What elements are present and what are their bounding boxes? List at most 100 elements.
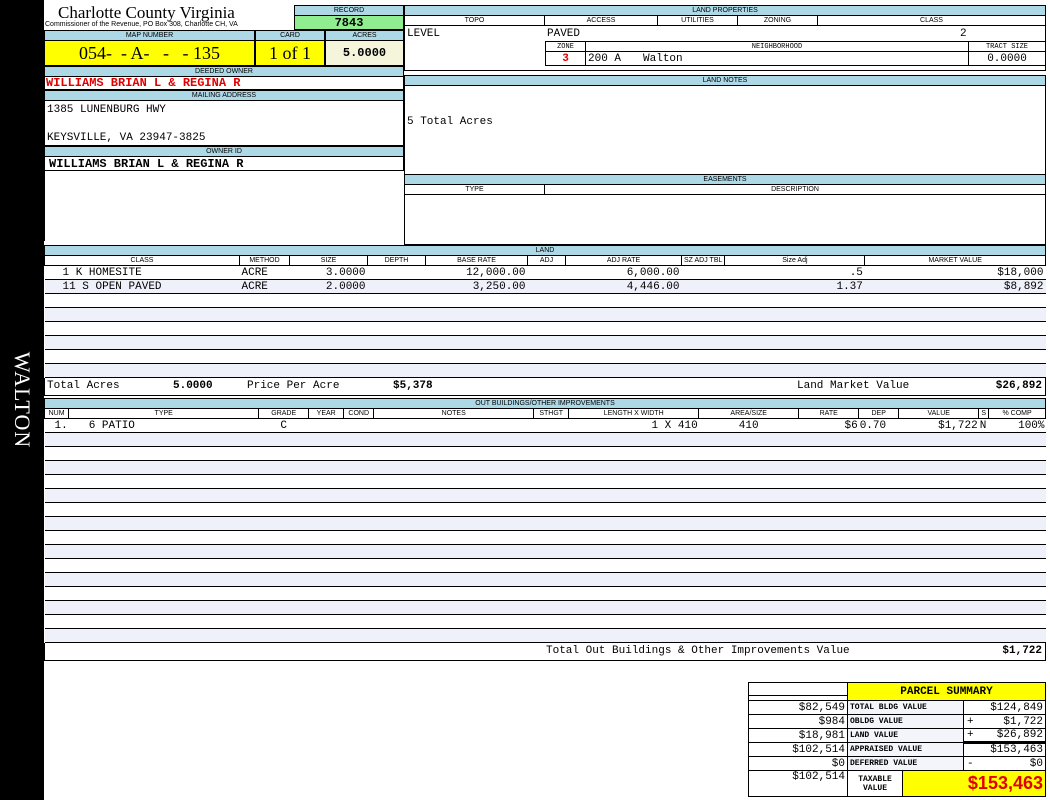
outbuilding-cell (988, 558, 1046, 573)
zone-value: 3 (545, 51, 586, 66)
land-cell (425, 335, 528, 350)
outbuilding-cell (798, 572, 859, 587)
outbuilding-cell (698, 586, 799, 601)
outbuilding-cell (988, 516, 1046, 531)
outbuilding-cell (858, 544, 899, 559)
land-label: LAND (44, 245, 1046, 255)
record-label: RECORD (294, 5, 404, 15)
easements-area (404, 195, 1046, 245)
land-cell (864, 349, 1046, 364)
outbuilding-cell (798, 460, 859, 475)
land-cell (44, 293, 240, 308)
total-acres-label: Total Acres (47, 380, 120, 392)
land-cell (44, 363, 240, 378)
land-cell (44, 349, 240, 364)
outbuilding-cell (68, 614, 259, 629)
outbuilding-cell: 6 PATIO (68, 418, 259, 433)
outbuilding-cell (343, 474, 374, 489)
summary-value: $26,892 (996, 729, 1043, 741)
mailing-address-label: MAILING ADDRESS (44, 90, 404, 100)
outbuilding-cell (343, 586, 374, 601)
land-cell (681, 307, 725, 322)
summary-label: TOTAL BLDG VALUE (847, 700, 964, 715)
outbuilding-cell (308, 586, 344, 601)
outbuilding-cell (858, 446, 899, 461)
outbuilding-row (44, 600, 1046, 615)
outbuilding-cell (308, 432, 344, 447)
outbuilding-cell (373, 474, 534, 489)
land-cell: ACRE (239, 279, 290, 294)
access-header: ACCESS (544, 15, 658, 26)
outbuilding-cell (373, 600, 534, 615)
land-cell (724, 321, 865, 336)
outbuilding-cell (343, 418, 374, 433)
summary-label: LAND VALUE (847, 728, 964, 743)
land-cell (565, 363, 682, 378)
land-cell (239, 307, 290, 322)
land-header-8: Size Adj (724, 255, 866, 266)
summary-label: OBLDG VALUE (847, 714, 964, 729)
outbuilding-cell (978, 614, 989, 629)
outbuilding-row (44, 530, 1046, 545)
summary-row: $102,514 APPRAISED VALUE $153,463 (748, 741, 1047, 757)
outbuilding-header-1: TYPE (68, 408, 260, 419)
outbuilding-cell (698, 628, 799, 643)
land-header-9: MARKET VALUE (864, 255, 1046, 266)
outbuilding-cell (898, 558, 979, 573)
summary-operator: + (966, 729, 974, 741)
land-cell (864, 321, 1046, 336)
land-cell (724, 307, 865, 322)
card-value: 1 of 1 (255, 40, 325, 66)
outbuilding-cell (258, 572, 309, 587)
summary-prior-value: $82,549 (748, 700, 848, 715)
land-cell (425, 293, 528, 308)
outbuilding-cell (343, 502, 374, 517)
outbuilding-cell (533, 488, 569, 503)
outbuilding-cell (898, 502, 979, 517)
land-cell (367, 321, 426, 336)
land-cell (681, 349, 725, 364)
outbuilding-header-4: COND (343, 408, 375, 419)
outbuilding-cell (533, 474, 569, 489)
land-cell (367, 349, 426, 364)
outbuilding-cell (568, 460, 699, 475)
land-header-7: SZ ADJ TBL (680, 255, 726, 266)
taxable-prior-value: $102,514 (748, 770, 848, 797)
tract-size-header: TRACT SIZE (968, 41, 1046, 52)
land-cell (239, 321, 290, 336)
land-header-6: ADJ RATE (565, 255, 682, 266)
outbuilding-cell (308, 614, 344, 629)
outbuilding-cell (533, 530, 569, 545)
outbuilding-cell (533, 572, 569, 587)
land-notes-label: LAND NOTES (404, 75, 1046, 85)
outbuilding-cell (698, 446, 799, 461)
outbuilding-cell: N (978, 418, 989, 433)
outbuilding-cell (533, 460, 569, 475)
land-cell (681, 321, 725, 336)
land-cell: .5 (724, 265, 865, 280)
summary-prior-value: $102,514 (748, 742, 848, 757)
outbuilding-cell (988, 600, 1046, 615)
outbuilding-cell (568, 572, 699, 587)
outbuilding-cell (258, 586, 309, 601)
outbuilding-cell (798, 614, 859, 629)
outbuilding-cell (68, 488, 259, 503)
outbuilding-cell (978, 558, 989, 573)
acres-value: 5.0000 (325, 40, 404, 66)
outbuilding-cell (44, 474, 69, 489)
outbuilding-cell (898, 544, 979, 559)
outbuilding-cell (798, 432, 859, 447)
outbuilding-cell (258, 474, 309, 489)
outbuilding-cell (978, 488, 989, 503)
price-per-acre-label: Price Per Acre (247, 380, 340, 392)
outbuilding-cell (44, 586, 69, 601)
outbuilding-row: 1. 6 PATIO C 1 X 410 410 $6 0.70 $1,722 N 100% (44, 418, 1046, 433)
outbuilding-cell (373, 530, 534, 545)
outbuilding-cell (308, 530, 344, 545)
outbuilding-cell (308, 558, 344, 573)
outbuilding-cell (44, 558, 69, 573)
total-acres-value: 5.0000 (173, 380, 213, 392)
outbuildings-total-value: $1,722 (1002, 645, 1042, 657)
outbuilding-cell (978, 586, 989, 601)
summary-prior-value: $0 (748, 756, 848, 771)
